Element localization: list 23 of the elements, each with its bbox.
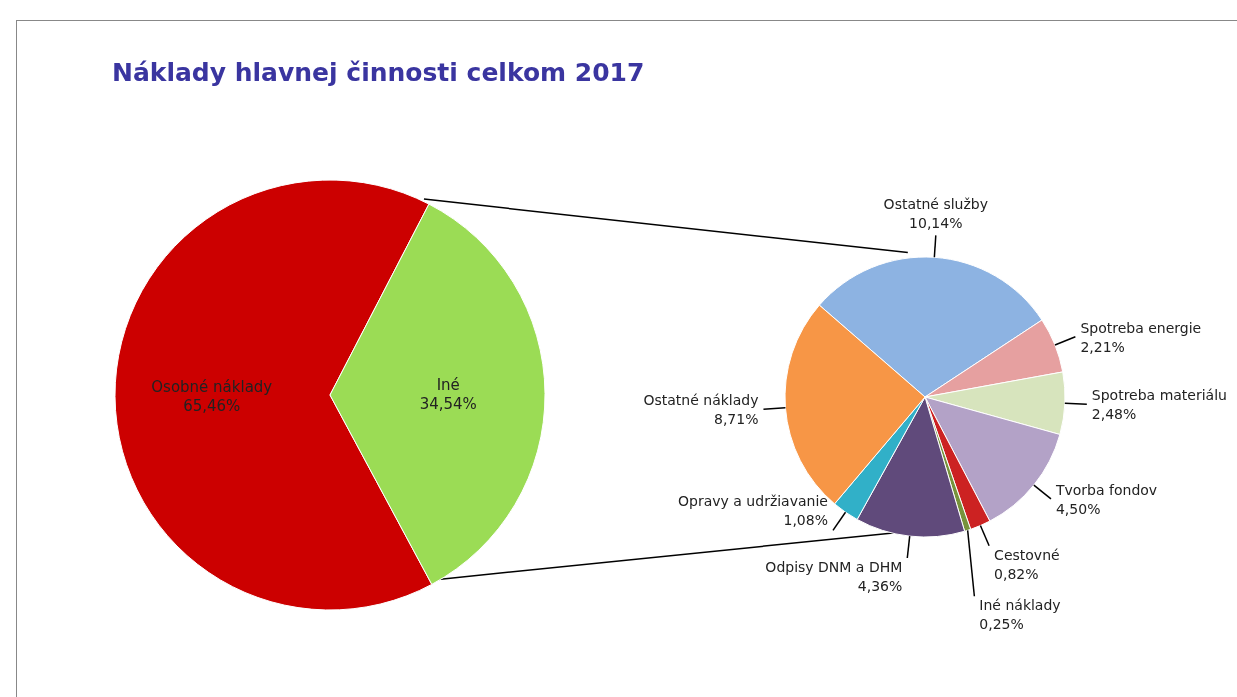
data-label: 10,14% xyxy=(909,215,963,232)
slice-label: Opravy a udržiavanie xyxy=(678,493,828,510)
data-label: 65,46% xyxy=(183,396,241,415)
slice-label: Odpisy DNM a DHM xyxy=(765,559,903,576)
slice-label: Ostatné náklady xyxy=(643,392,759,409)
slice-label: Tvorba fondov xyxy=(1054,481,1158,498)
slice-label: Cestovné xyxy=(994,546,1060,563)
data-label: 4,50% xyxy=(1055,500,1101,517)
slice-label: Spotreba materiálu xyxy=(1091,387,1227,404)
slice-label: Osobné náklady xyxy=(151,377,273,396)
data-label: 1,08% xyxy=(783,512,828,529)
data-label: 2,21% xyxy=(1080,338,1125,355)
data-label: 8,71% xyxy=(713,411,759,428)
slice-label: Iné náklady xyxy=(979,597,1061,614)
data-label: 34,54% xyxy=(419,395,477,414)
data-label: 0,25% xyxy=(979,616,1024,633)
slice-label: Ostatné služby xyxy=(883,196,989,213)
slice-label: Spotreba energie xyxy=(1080,319,1202,336)
data-label: 0,82% xyxy=(994,565,1039,582)
data-label: 4,36% xyxy=(857,578,903,595)
slice-label: Iné xyxy=(436,376,460,395)
data-label: 2,48% xyxy=(1091,406,1137,423)
chart-title: Náklady hlavnej činnosti celkom 2017 xyxy=(112,58,645,87)
